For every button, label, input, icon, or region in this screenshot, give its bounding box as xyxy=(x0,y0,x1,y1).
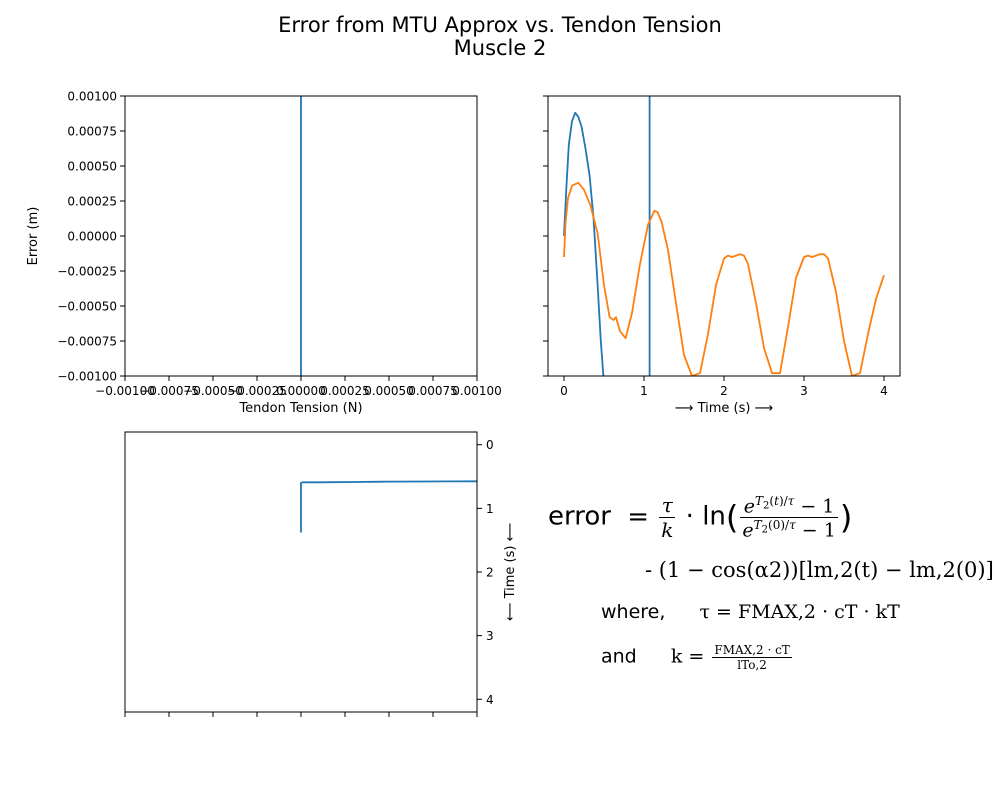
figure-title-line2: Muscle 2 xyxy=(454,36,547,60)
top-left-xtick-label-3: −0.00025 xyxy=(227,384,287,398)
equation-k-den: lTo,2 xyxy=(737,658,767,672)
equation-ln: ln xyxy=(702,501,726,532)
top-left-ylabel: Error (m) xyxy=(26,207,41,266)
top-left-ytick-label-5: 0.00025 xyxy=(67,195,117,209)
top-right-xtick-label-1: 1 xyxy=(640,384,648,398)
top-right-xtick-label-0: 0 xyxy=(560,384,568,398)
equation-tau: τ xyxy=(661,493,673,517)
top-left-xtick-label-1: −0.00075 xyxy=(139,384,199,398)
top-left-ytick-label-4: 0.00000 xyxy=(67,230,117,244)
top-left-xtick-label-5: 0.00025 xyxy=(320,384,370,398)
equation-lhs: error xyxy=(548,501,611,532)
top-left-xtick-label-6: 0.00050 xyxy=(364,384,414,398)
top-left-ytick-label-8: 0.00100 xyxy=(67,90,117,104)
top-left-xlabel: Tendon Tension (N) xyxy=(238,401,362,416)
top-left-ytick-label-2: −0.00050 xyxy=(57,300,117,314)
equation-k-def-lhs: k = xyxy=(670,645,705,668)
top-right-plot-area xyxy=(563,96,885,376)
bottom-left-ytick-label-0: 0 xyxy=(486,438,494,452)
bottom-left-plot-area xyxy=(300,480,477,533)
top-left-axes: −0.00100−0.00075−0.00050−0.000250.000000… xyxy=(26,90,502,417)
top-right-series-0 xyxy=(563,111,605,376)
top-left-ytick-label-6: 0.00050 xyxy=(67,160,117,174)
bottom-left-ytick-label-3: 3 xyxy=(486,629,494,643)
top-left-ytick-label-1: −0.00075 xyxy=(57,335,117,349)
top-left-ytick-label-3: −0.00025 xyxy=(57,265,117,279)
bottom-left-frame xyxy=(124,431,478,713)
top-right-xtick-label-4: 4 xyxy=(880,384,888,398)
equation-k-num: FMAX,2 · cT xyxy=(712,643,792,658)
bottom-left-ytick-label-2: 2 xyxy=(486,566,494,580)
top-right-axes: 0 1 2 3 4 ⟶ Time (s) ⟶ xyxy=(543,95,901,416)
top-right-xtick-label-2: 2 xyxy=(720,384,728,398)
top-left-xtick-label-2: −0.00050 xyxy=(183,384,243,398)
equation-line2: - (1 − cos(α2))[lm,2(t) − lm,2(0)] xyxy=(645,558,994,582)
top-right-xlabel: ⟶ Time (s) ⟶ xyxy=(675,401,773,416)
equation-where-line: where, τ = FMAX,2 · cT · kT xyxy=(601,601,900,623)
top-right-series-2 xyxy=(563,181,885,376)
bottom-left-ylabel: ⟵ Time (s) ⟵ xyxy=(503,523,518,621)
equation-k: k xyxy=(661,518,674,542)
bottom-left-axes: 0 1 2 3 4 ⟵ Time (s) ⟵ xyxy=(124,431,518,717)
equation-and-line: and k = FMAX,2 · cT lTo,2 xyxy=(601,643,794,672)
bottom-left-series-0 xyxy=(300,480,477,533)
top-left-xtick-label-7: 0.00075 xyxy=(408,384,458,398)
bottom-left-ytick-label-1: 1 xyxy=(486,502,494,516)
top-left-ytick-label-0: −0.00100 xyxy=(57,370,117,384)
equation-tau-def: τ = FMAX,2 · cT · kT xyxy=(699,601,900,623)
figure-title-line1: Error from MTU Approx vs. Tendon Tension xyxy=(278,13,722,37)
equation-and: and xyxy=(601,645,637,668)
top-left-xtick-label-0: −0.00100 xyxy=(95,384,155,398)
equation-where: where, xyxy=(601,601,666,623)
top-right-xtick-label-3: 3 xyxy=(800,384,808,398)
top-left-xtick-label-8: 0.00100 xyxy=(452,384,502,398)
top-left-ytick-label-7: 0.00075 xyxy=(67,125,117,139)
bottom-left-ytick-label-4: 4 xyxy=(486,693,494,707)
top-left-xtick-label-4: 0.00000 xyxy=(276,384,326,398)
